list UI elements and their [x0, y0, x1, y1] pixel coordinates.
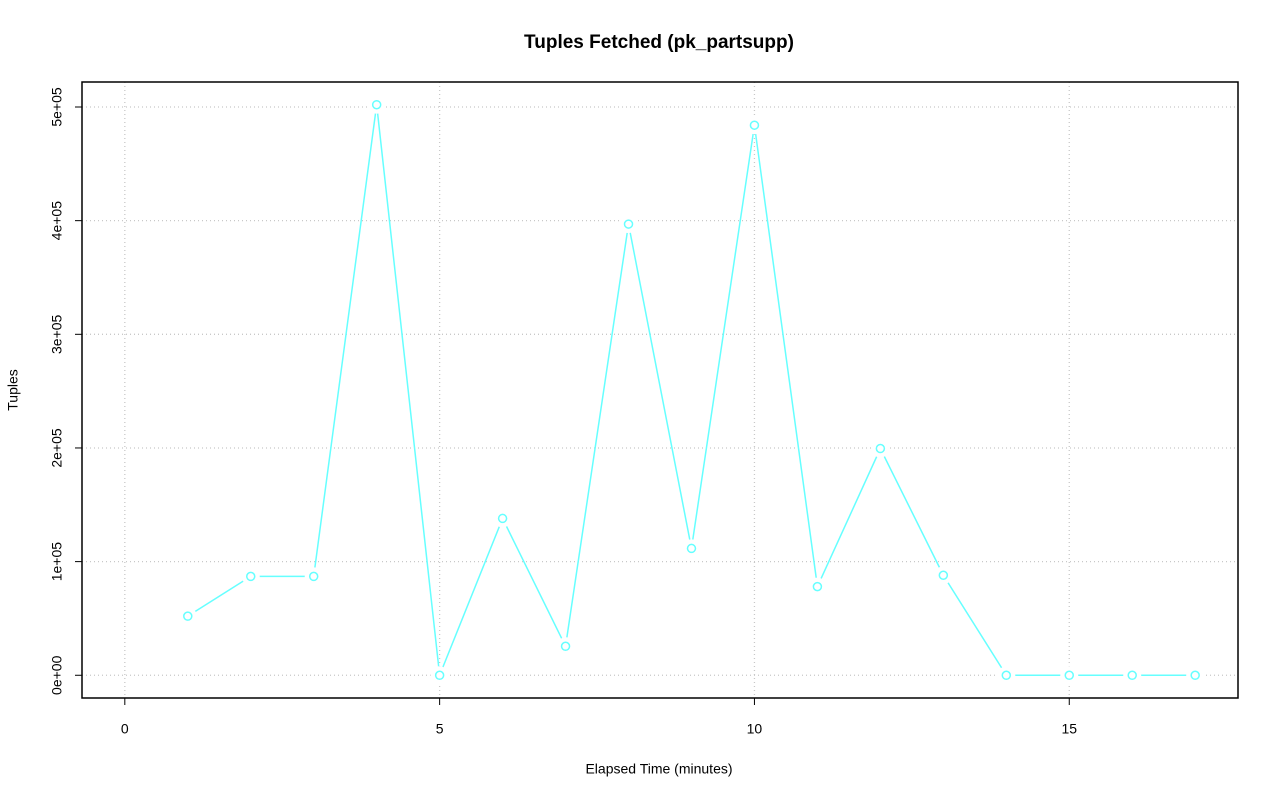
point-gap — [682, 539, 701, 558]
point-gap — [997, 666, 1016, 685]
data-point — [938, 570, 949, 581]
y-tick-label: 4e+05 — [49, 201, 65, 241]
point-gap — [1186, 666, 1205, 685]
data-point — [686, 543, 697, 554]
plot-frame — [81, 81, 1239, 699]
x-axis-label: Elapsed Time (minutes) — [585, 761, 732, 777]
point-gap — [934, 566, 953, 585]
data-point — [812, 581, 823, 592]
point-gap — [367, 95, 386, 114]
data-point — [371, 99, 382, 110]
data-point — [1001, 670, 1012, 681]
y-axis-label: Tuples — [5, 369, 21, 411]
point-gap — [493, 509, 512, 528]
x-tick-label: 10 — [747, 721, 763, 737]
data-point — [434, 670, 445, 681]
data-point — [1190, 670, 1200, 681]
x-tick-label: 15 — [1061, 721, 1077, 737]
point-gap — [304, 567, 323, 586]
y-tick-label: 2e+05 — [49, 428, 65, 468]
data-point — [183, 611, 193, 621]
point-gap — [556, 637, 575, 656]
point-gap — [808, 577, 827, 596]
chart-title: Tuples Fetched (pk_partsupp) — [524, 32, 794, 53]
point-gap — [619, 215, 638, 234]
data-point — [497, 513, 508, 524]
point-gap — [871, 439, 890, 458]
y-tick-label: 3e+05 — [49, 314, 65, 354]
data-point — [245, 571, 256, 582]
data-point — [1127, 670, 1137, 681]
data-line — [187, 104, 1196, 677]
data-point — [308, 571, 319, 582]
y-tick-label: 5e+05 — [49, 87, 65, 127]
point-gap — [745, 116, 764, 135]
point-gap — [1123, 666, 1142, 685]
point-gap — [241, 567, 260, 586]
data-point — [749, 120, 760, 130]
x-tick-label: 5 — [436, 721, 444, 737]
point-gap — [178, 607, 197, 626]
data-point — [875, 443, 886, 454]
x-tick-label: 0 — [121, 721, 129, 737]
data-point — [560, 641, 571, 652]
y-tick-label: 0e+00 — [49, 655, 65, 695]
data-point — [1064, 670, 1075, 681]
point-gap — [1060, 666, 1079, 685]
point-gap — [430, 666, 449, 685]
y-tick-label: 1e+05 — [49, 542, 65, 582]
data-point — [623, 219, 634, 229]
